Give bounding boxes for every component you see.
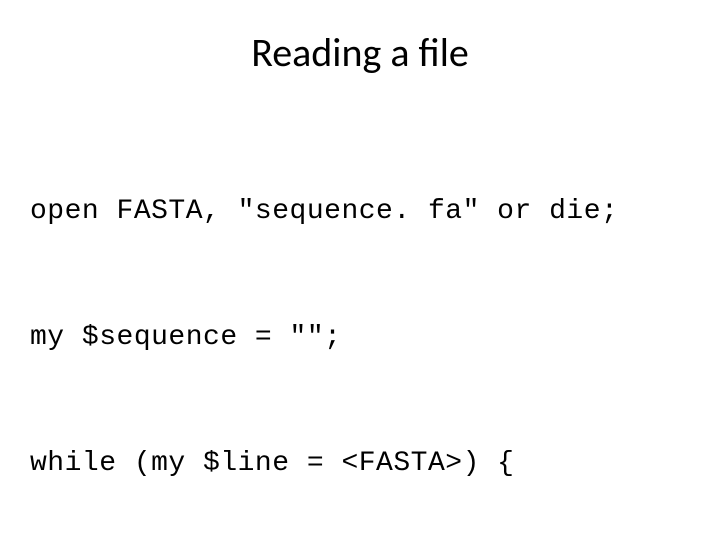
code-line: my $sequence = ""; — [30, 317, 690, 359]
code-line: open FASTA, "sequence. fa" or die; — [30, 191, 690, 233]
slide-title: Reading a file — [30, 28, 690, 77]
slide: Reading a file open FASTA, "sequence. fa… — [0, 0, 720, 540]
code-block: open FASTA, "sequence. fa" or die; my $s… — [30, 107, 690, 540]
code-line: while (my $line = <FASTA>) { — [30, 443, 690, 485]
